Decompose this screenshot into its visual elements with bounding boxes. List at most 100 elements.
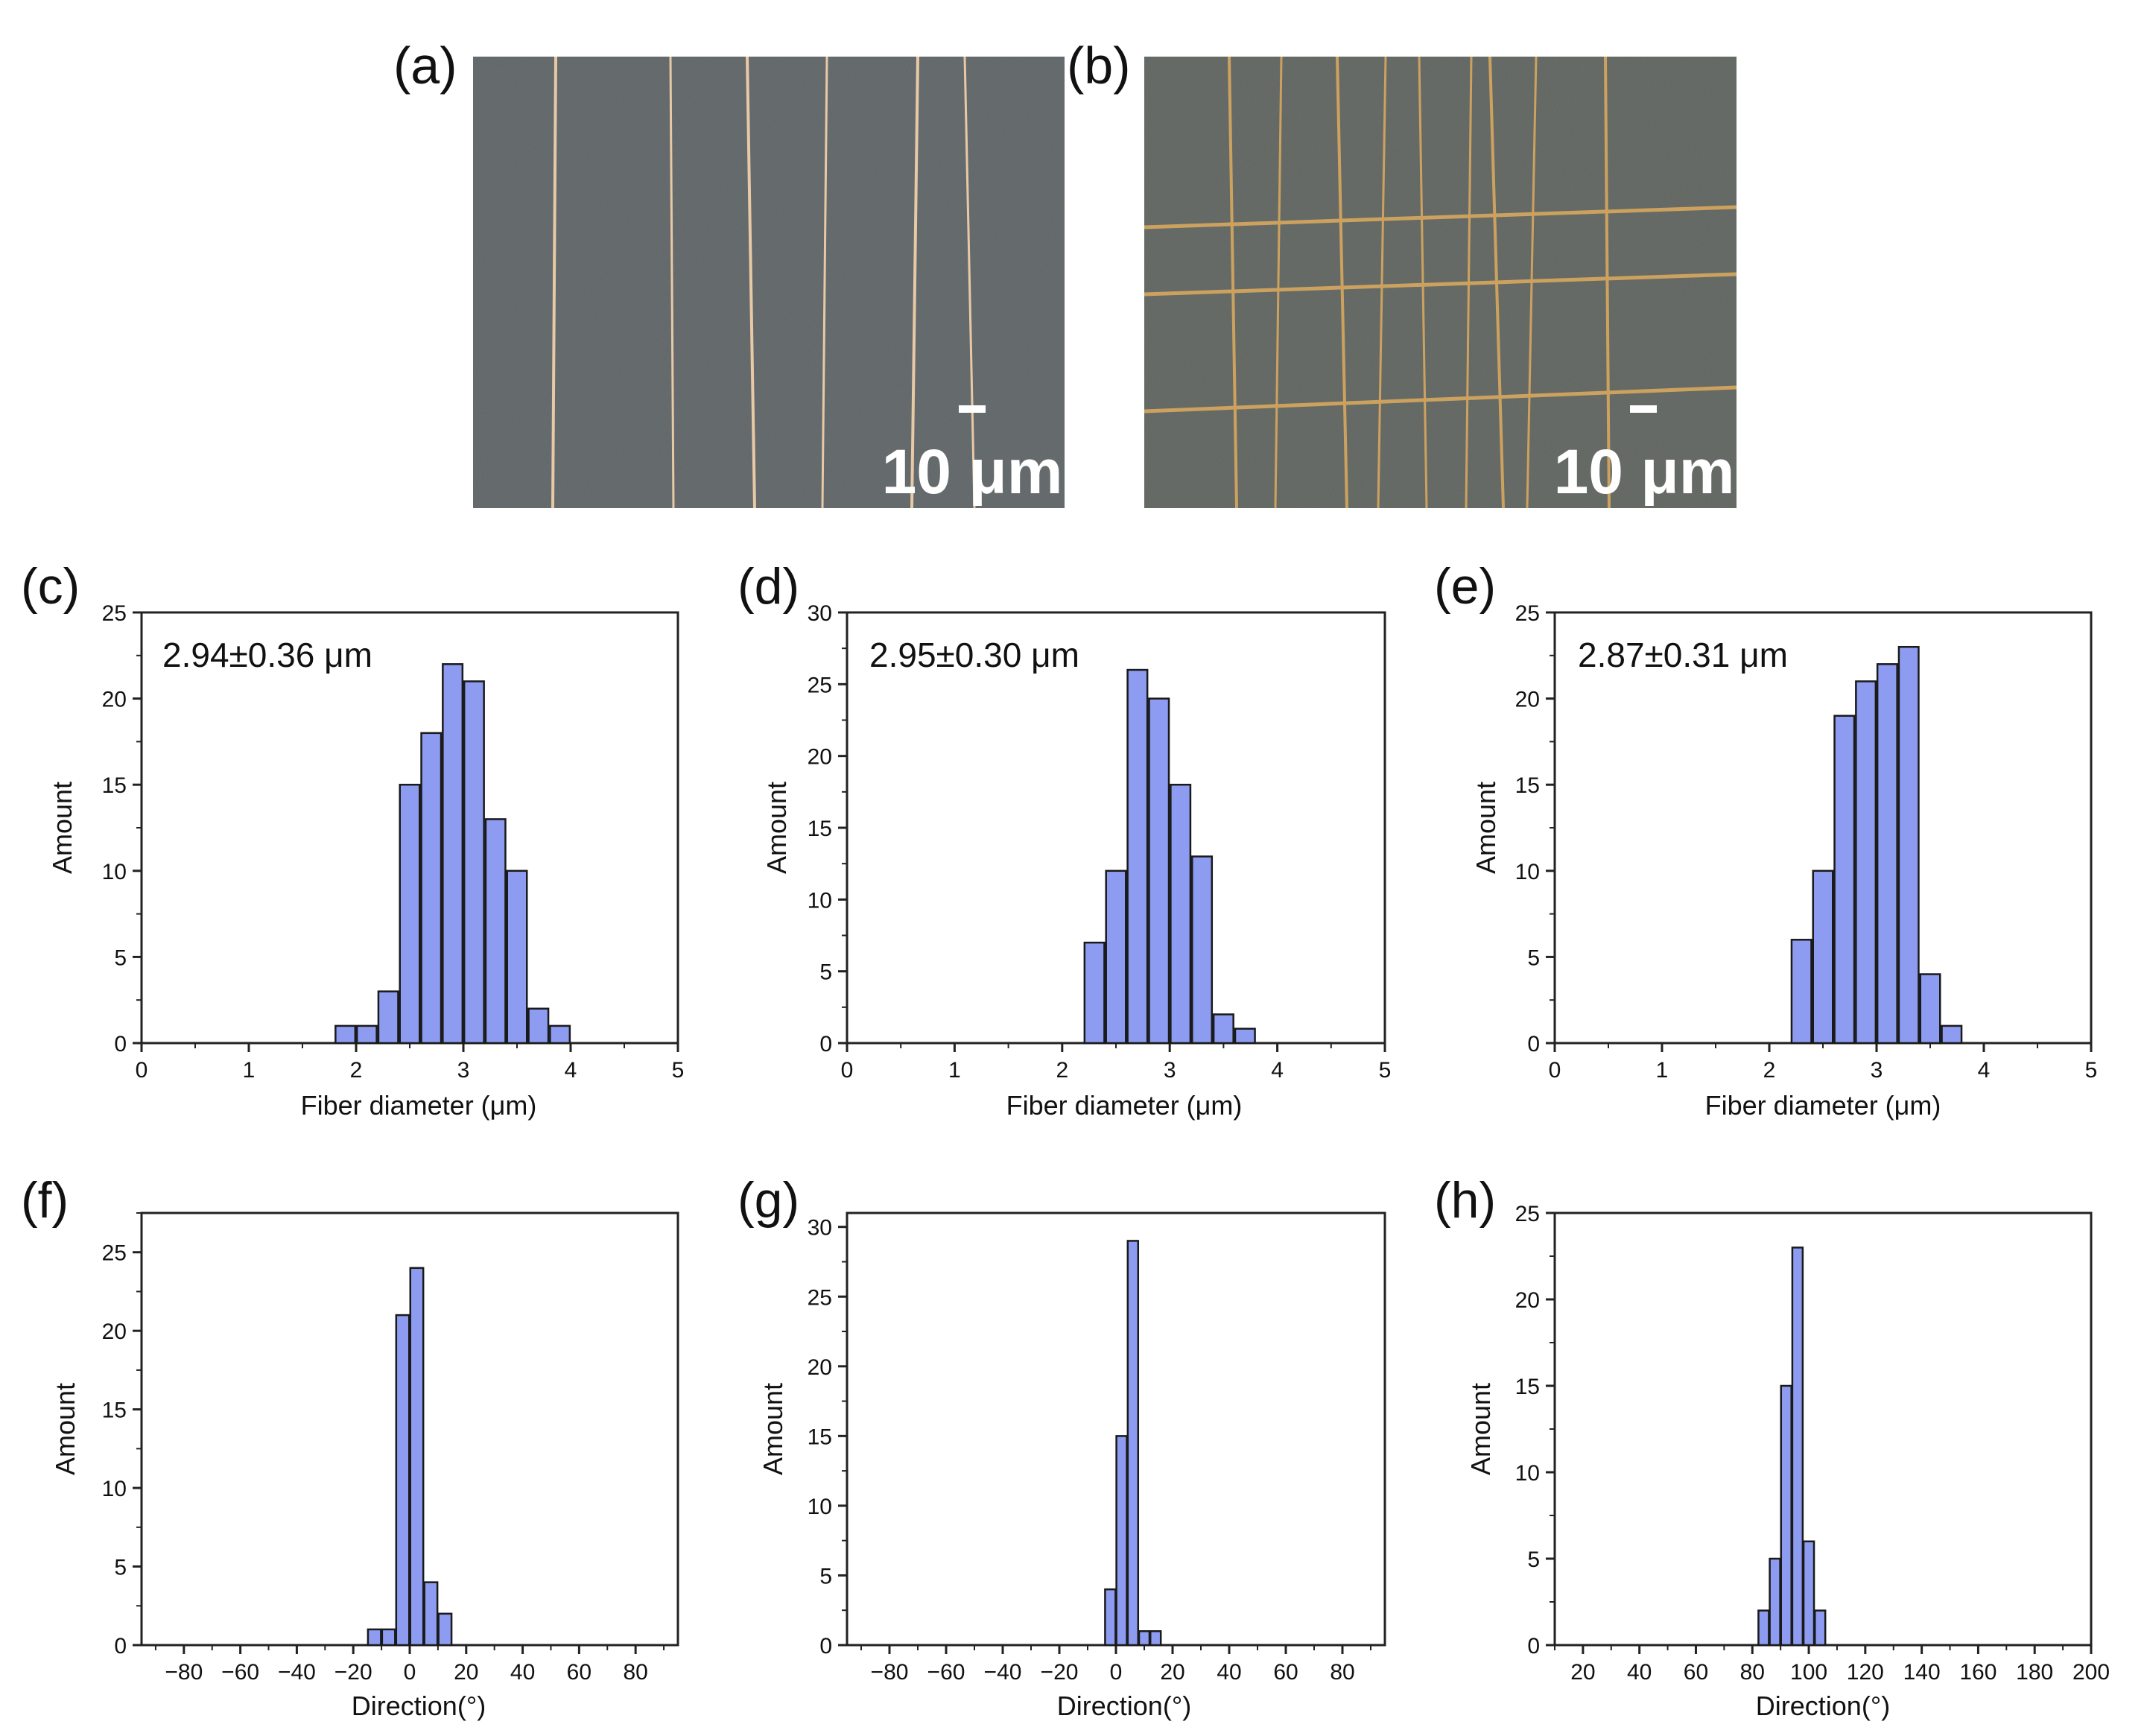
histogram-bar <box>1812 869 1834 1045</box>
y-tick-label: 5 <box>1527 945 1540 970</box>
x-axis-ticks: 0 1 2 3 4 5 <box>841 1043 1391 1083</box>
x-tick-label: 20 <box>454 1660 478 1685</box>
stats-annotation: 2.94±0.36 μm <box>162 636 372 674</box>
x-tick-label: −60 <box>927 1660 965 1685</box>
histogram-bar <box>1105 869 1127 1045</box>
histogram-bar <box>506 869 528 1045</box>
y-axis-label: Amount <box>1465 1383 1496 1475</box>
micrograph-b: (b) 10 μm <box>1067 37 1737 509</box>
panel-label-g: (g) <box>738 1172 799 1229</box>
y-tick-label: 30 <box>808 1216 832 1241</box>
y-tick-label: 5 <box>819 1564 832 1588</box>
micrograph-a: (a) 10 μm <box>393 37 1065 509</box>
x-tick-label: 160 <box>1959 1660 1996 1685</box>
x-tick-label: −40 <box>278 1660 316 1685</box>
x-tick-label: −80 <box>871 1660 909 1685</box>
x-tick-label: 1 <box>1656 1058 1669 1083</box>
y-tick-label: 25 <box>808 673 832 697</box>
histogram-e: (e) 2.87±0.31 μm Fiber diameter (μm) Amo… <box>1434 558 2097 1121</box>
panel-label-d: (d) <box>738 558 799 615</box>
scale-bar <box>1630 405 1657 413</box>
histogram-bar <box>1115 1435 1128 1647</box>
y-tick-label: 30 <box>808 601 832 626</box>
histogram-bar <box>1757 1609 1770 1647</box>
y-axis-label: Amount <box>47 782 77 874</box>
x-tick-label: 0 <box>1549 1058 1561 1083</box>
bar-series <box>1790 645 1963 1045</box>
histogram-bar <box>1802 1540 1815 1647</box>
y-tick-label: 15 <box>1515 773 1540 798</box>
x-tick-label: 0 <box>136 1058 148 1083</box>
histogram-bar <box>1790 939 1812 1045</box>
y-tick-label: 20 <box>102 688 127 712</box>
bar-series <box>1104 1240 1162 1647</box>
histogram-bar <box>1919 973 1941 1045</box>
panel-label-f: (f) <box>21 1172 69 1229</box>
panel-label-h: (h) <box>1434 1172 1496 1229</box>
x-axis-ticks: 0 1 2 3 4 5 <box>1549 1043 2097 1083</box>
x-tick-label: 5 <box>672 1058 685 1083</box>
x-tick-label: 2 <box>350 1058 363 1083</box>
x-tick-label: 40 <box>1627 1660 1652 1685</box>
histogram-bar <box>1833 715 1856 1045</box>
x-tick-label: −20 <box>334 1660 372 1685</box>
histogram-bar <box>334 1024 357 1045</box>
histogram-bar <box>1149 1630 1162 1647</box>
fiber-line <box>1144 385 1737 414</box>
x-tick-label: 20 <box>1160 1660 1184 1685</box>
y-tick-label: 0 <box>114 1032 127 1057</box>
y-tick-label: 0 <box>114 1634 127 1659</box>
histogram-bar <box>463 680 485 1045</box>
stats-annotation: 2.95±0.30 μm <box>869 636 1079 674</box>
histogram-bar <box>1104 1588 1117 1647</box>
y-tick-label: 5 <box>114 1556 127 1580</box>
y-tick-label: 10 <box>808 888 832 913</box>
bar-series <box>367 1267 453 1647</box>
panel-label-b: (b) <box>1067 37 1131 95</box>
bar-series <box>1757 1246 1827 1647</box>
histogram-bar <box>1769 1557 1781 1647</box>
fiber-line <box>1144 205 1737 229</box>
histogram-bar <box>395 1314 410 1647</box>
x-tick-label: 20 <box>1570 1660 1595 1685</box>
x-tick-label: −20 <box>1041 1660 1079 1685</box>
x-axis-label: Direction(°) <box>1756 1691 1890 1721</box>
fiber-line <box>1336 56 1348 509</box>
y-axis-ticks: 0 5 10 15 20 25 <box>1515 601 1555 1057</box>
y-tick-label: 15 <box>1515 1375 1540 1399</box>
histogram-bar <box>1941 1024 1963 1045</box>
x-tick-label: 180 <box>2016 1660 2053 1685</box>
fiber-line <box>1144 272 1737 297</box>
histogram-bar <box>420 732 443 1045</box>
y-tick-label: 5 <box>819 960 832 985</box>
x-tick-label: 60 <box>1684 1660 1708 1685</box>
y-tick-label: 0 <box>1527 1032 1540 1057</box>
y-tick-label: 15 <box>808 1425 832 1449</box>
x-tick-label: 3 <box>1164 1058 1176 1083</box>
x-tick-label: 4 <box>1271 1058 1284 1083</box>
x-tick-label: 200 <box>2072 1660 2110 1685</box>
fiber-line <box>1274 56 1283 509</box>
y-tick-label: 0 <box>1527 1634 1540 1659</box>
y-tick-label: 10 <box>1515 1461 1540 1486</box>
y-axis-label: Amount <box>1471 782 1501 874</box>
y-tick-label: 5 <box>1527 1547 1540 1572</box>
y-tick-label: 25 <box>808 1285 832 1310</box>
x-tick-label: 1 <box>948 1058 961 1083</box>
x-tick-label: 3 <box>457 1058 470 1083</box>
y-tick-label: 20 <box>808 1355 832 1380</box>
x-axis-ticks: 0 1 2 3 4 5 <box>136 1043 685 1083</box>
histogram-bar <box>527 1007 550 1045</box>
fiber-line <box>746 56 756 509</box>
histogram-bar <box>377 990 399 1045</box>
x-axis-label: Fiber diameter (μm) <box>1705 1090 1941 1121</box>
y-tick-label: 15 <box>102 1398 127 1423</box>
x-axis-ticks: −80 −60 −40 −20 0 20 40 60 80 <box>154 1645 665 1685</box>
x-axis-ticks: 20 40 60 80 100 120 140 160 180 200 <box>1554 1645 2110 1685</box>
x-tick-label: 140 <box>1903 1660 1941 1685</box>
histogram-bar <box>381 1628 396 1647</box>
y-tick-label: 15 <box>808 817 832 841</box>
x-tick-label: 0 <box>841 1058 854 1083</box>
histogram-bar <box>1813 1609 1827 1647</box>
